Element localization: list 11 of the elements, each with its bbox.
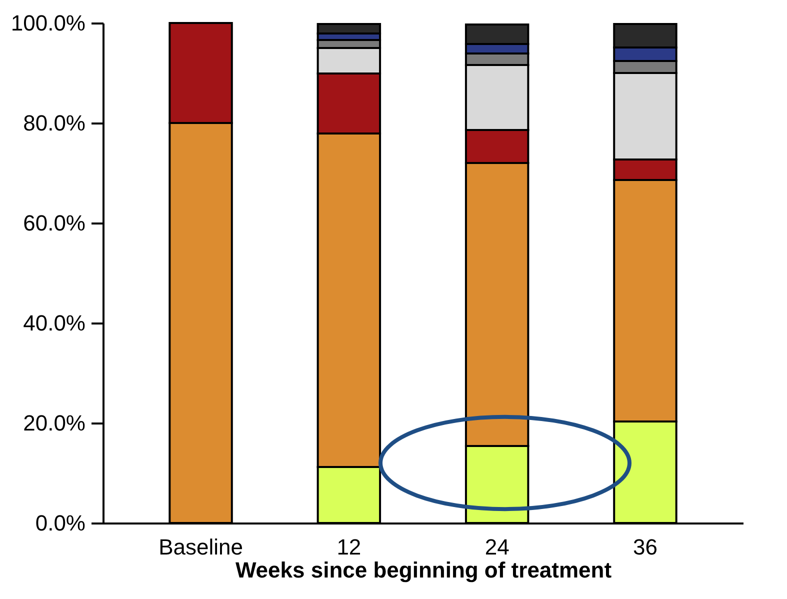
y-tick-label: 100.0% [10, 10, 86, 36]
y-tick-label: 20.0% [23, 410, 86, 436]
x-axis-title: Weeks since beginning of treatment [235, 558, 612, 582]
x-tick-label: Baseline [158, 534, 243, 560]
y-tick-label: 0.0% [35, 510, 86, 536]
x-tick-label: 24 [484, 534, 510, 560]
x-tick-label: 12 [336, 534, 362, 560]
y-tick-label: 60.0% [23, 210, 86, 236]
y-tick-label: 80.0% [23, 110, 86, 136]
x-tick-label: 36 [632, 534, 658, 560]
y-tick-label: 40.0% [23, 310, 86, 336]
